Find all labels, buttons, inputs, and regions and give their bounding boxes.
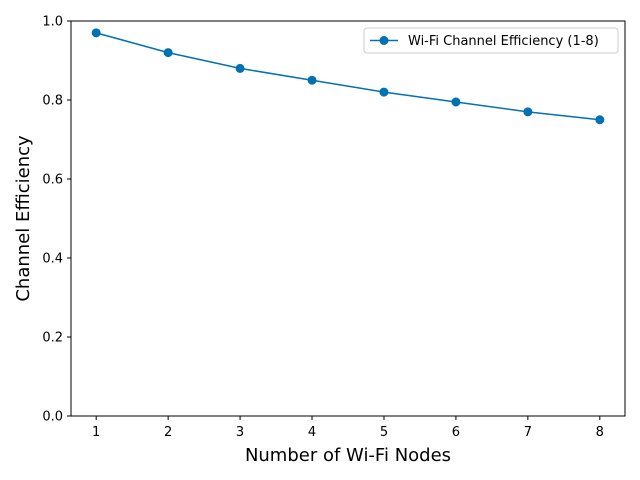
y-tick-label: 0.8 [42,94,63,109]
x-tick-label: 6 [452,425,460,440]
legend-box [363,27,619,54]
y-tick-label: 1.0 [42,15,63,30]
plot-area [70,20,626,417]
data-point [523,107,533,117]
legend-marker-swatch [379,36,389,45]
x-tick-label: 4 [308,425,316,440]
series-line [95,32,600,121]
y-tick-label: 0.0 [42,410,63,425]
y-tick-label: 0.4 [42,252,63,267]
x-tick-label: 1 [92,425,100,440]
y-axis-title: Channel Efficiency [13,135,34,302]
data-point [163,48,173,58]
x-tick-label: 5 [380,425,388,440]
x-tick-label: 2 [164,425,172,440]
x-tick-label: 7 [524,425,532,440]
data-point [379,87,389,97]
data-point [235,63,245,73]
data-point [451,97,461,107]
data-point [91,28,101,38]
series-layer [91,28,605,125]
data-point [595,115,605,125]
x-axis-ticks: 1 2 3 4 5 6 7 8 [92,416,604,440]
data-point [307,75,317,85]
x-tick-label: 3 [236,425,244,440]
x-axis-title: Number of Wi-Fi Nodes [245,445,451,466]
legend: Wi-Fi Channel Efficiency (1-8) [363,27,619,54]
x-tick-label: 8 [596,425,604,440]
y-axis-ticks: 0.0 0.2 0.4 0.6 0.8 1.0 [42,15,71,425]
y-tick-label: 0.6 [42,173,63,188]
plot-frame [70,20,626,417]
legend-label: Wi-Fi Channel Efficiency (1-8) [408,34,599,49]
y-tick-label: 0.2 [42,331,63,346]
